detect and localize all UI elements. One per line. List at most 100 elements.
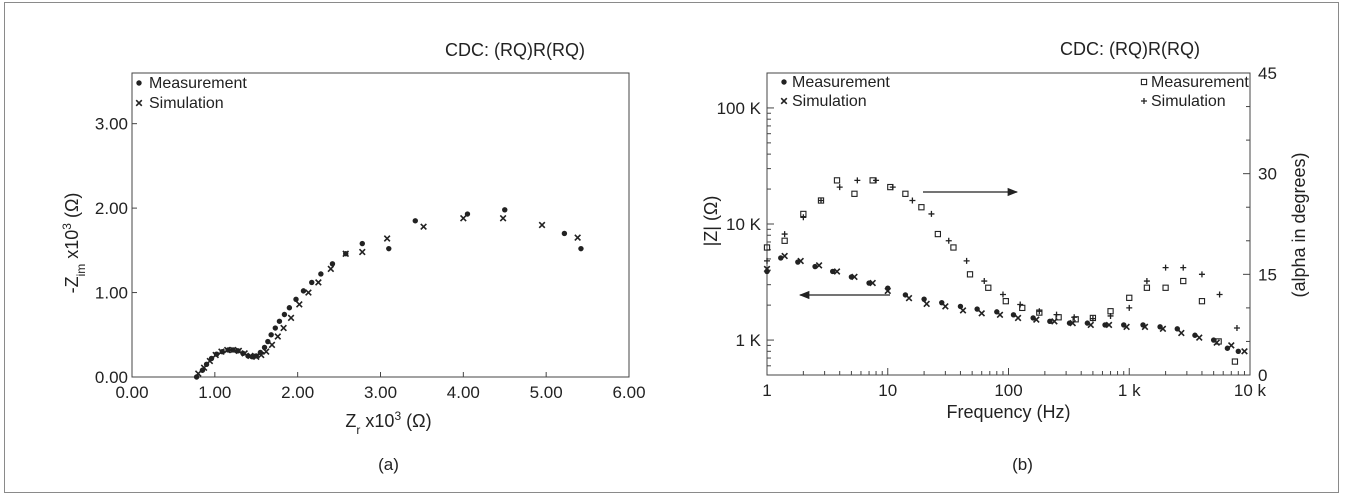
plot-a-point xyxy=(206,357,214,365)
plot-a-caption: (a) xyxy=(378,455,399,474)
plot-b-point xyxy=(934,230,942,238)
plot-b-point xyxy=(1177,329,1185,337)
plot-a-point xyxy=(327,265,335,273)
plot-a-ytick-label: 2.00 xyxy=(95,199,128,218)
plot-a-point xyxy=(262,348,270,356)
plot-b-series-filled-dot xyxy=(764,255,1241,355)
plot-a-point xyxy=(280,324,287,332)
plot-b-point xyxy=(1141,323,1149,331)
plot-a-xtick-label: 3.00 xyxy=(364,383,397,402)
plot-b-point xyxy=(851,273,858,281)
plot-a-ytick-label: 3.00 xyxy=(95,115,128,134)
plot-b-point xyxy=(851,190,858,197)
plot-b-point xyxy=(1126,294,1133,301)
legend-marker xyxy=(780,97,788,105)
plot-a-point xyxy=(412,218,418,224)
plot-a-xtick-label: 6.00 xyxy=(612,383,645,402)
plot-a-point xyxy=(578,245,584,252)
plot-b-ytick-label: 10 K xyxy=(726,215,762,234)
plot-a-point xyxy=(252,353,260,361)
plot-a-point xyxy=(359,240,365,247)
plot-b-cdc-title: CDC: (RQ)R(RQ) xyxy=(1060,39,1200,59)
plot-b-point xyxy=(1235,348,1241,355)
plot-a-point xyxy=(257,351,265,359)
plot-b-point xyxy=(889,184,896,191)
plot-a-point xyxy=(538,221,546,229)
legend-marker xyxy=(1140,78,1148,86)
plot-b-point xyxy=(959,307,967,314)
legend-marker xyxy=(135,99,143,107)
plot-a-point xyxy=(272,325,279,331)
plot-b-point xyxy=(1231,358,1239,365)
plot-a-point xyxy=(464,211,471,217)
plot-b-ytick-label: 100 K xyxy=(717,99,762,118)
figure-canvas: 0.00 1.00 2.00 3.00 4.00 5.00 6.00 0.00 1.00 2.00… xyxy=(60,39,1309,474)
plot-b-point xyxy=(836,184,843,191)
plot-b-point xyxy=(1089,315,1096,322)
plot-b-point xyxy=(1241,347,1248,355)
plot-b-point xyxy=(945,237,952,244)
plot-a-point xyxy=(287,314,295,322)
plot-a-point xyxy=(194,370,202,377)
plot-b-y2tick-label: 15 xyxy=(1258,265,1277,284)
plot-b-y2label: (alpha in degrees) xyxy=(1289,152,1309,297)
plot-b-point xyxy=(1126,304,1133,311)
plot-a-xtick-label: 1.00 xyxy=(198,383,231,402)
plot-a-cdc-title: CDC: (RQ)R(RQ) xyxy=(445,40,585,60)
plot-a-point xyxy=(502,207,508,213)
plot-b-point xyxy=(1162,264,1169,271)
plot-a-ytick-label: 0.00 xyxy=(95,368,128,387)
plot-b-point xyxy=(981,278,988,285)
plot-b-y2tick-label: 45 xyxy=(1258,64,1277,83)
plot-b-point xyxy=(764,257,770,264)
plot-b-point xyxy=(1143,278,1150,285)
plot-b-legend-left: Measurement Simulation xyxy=(780,74,890,110)
plot-b-point xyxy=(1227,342,1235,349)
plot-b-point xyxy=(1107,312,1114,319)
plot-b-point xyxy=(1216,291,1223,298)
plot-a-point xyxy=(459,214,467,222)
plot-a-xtick-label: 0.00 xyxy=(115,383,148,402)
plot-b-xlabel: Frequency (Hz) xyxy=(946,402,1070,422)
plot-b-point xyxy=(1143,284,1151,291)
plot-a-point xyxy=(318,271,324,277)
plot-b-point xyxy=(1036,308,1043,315)
plot-a-point xyxy=(295,301,303,308)
plot-b-point xyxy=(829,268,836,275)
plot-b-point xyxy=(1180,264,1187,271)
plot-b-series-plus xyxy=(764,177,1240,332)
plot-b-point xyxy=(1213,339,1221,347)
plot-b-point xyxy=(833,268,841,275)
plot-b-point xyxy=(763,265,771,273)
legend-label: Simulation xyxy=(1151,93,1226,110)
plot-a-point xyxy=(235,347,243,355)
plot-a-ylabel: -Zim x103 (Ω) xyxy=(60,193,88,294)
plot-b-point xyxy=(781,231,788,238)
plot-a-point xyxy=(268,341,276,349)
plot-b-point xyxy=(1198,298,1206,305)
plot-b-point xyxy=(909,197,916,204)
plot-b-point xyxy=(763,244,771,251)
plot-b-point xyxy=(854,177,861,184)
legend-label: Simulation xyxy=(149,95,224,112)
plot-b-point xyxy=(815,262,823,269)
plot-b-point xyxy=(1123,323,1130,331)
plot-b-point xyxy=(1162,284,1169,291)
plot-b-point xyxy=(1198,271,1205,278)
plot-b-point xyxy=(985,284,992,291)
plot-b-point xyxy=(905,294,913,302)
plot-a-point xyxy=(383,235,391,242)
plot-b-point xyxy=(999,291,1006,298)
plot-b-point xyxy=(1030,315,1036,321)
plot-b-point xyxy=(1071,314,1078,321)
plot-b-point xyxy=(1180,277,1187,285)
plot-b-xtick-label: 1 xyxy=(762,381,771,400)
plot-a-point xyxy=(574,234,582,242)
plot-b-point xyxy=(996,311,1004,319)
plot-b-caption: (b) xyxy=(1012,455,1033,474)
plot-a-point xyxy=(309,279,315,286)
plot-b-point xyxy=(833,177,841,184)
plot-b-y2tick-label: 0 xyxy=(1258,366,1267,385)
plot-b-point xyxy=(923,300,931,308)
legend-marker xyxy=(136,80,142,86)
